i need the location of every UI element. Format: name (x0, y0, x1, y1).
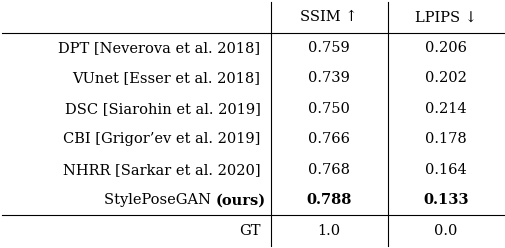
Text: 1.0: 1.0 (317, 224, 340, 238)
Text: DPT [Neverova et al. 2018]: DPT [Neverova et al. 2018] (59, 41, 260, 55)
Text: 0.202: 0.202 (424, 71, 466, 85)
Text: StylePoseGAN: StylePoseGAN (104, 193, 216, 207)
Text: 0.788: 0.788 (306, 193, 351, 207)
Text: VUnet [Esser et al. 2018]: VUnet [Esser et al. 2018] (72, 71, 260, 85)
Text: 0.750: 0.750 (308, 102, 349, 116)
Text: 0.178: 0.178 (424, 132, 466, 146)
Text: (ours): (ours) (215, 193, 265, 207)
Text: GT: GT (239, 224, 260, 238)
Text: 0.206: 0.206 (424, 41, 466, 55)
Text: LPIPS ↓: LPIPS ↓ (414, 10, 476, 24)
Text: 0.739: 0.739 (308, 71, 349, 85)
Text: 0.164: 0.164 (424, 163, 466, 177)
Text: 0.0: 0.0 (433, 224, 457, 238)
Text: 0.768: 0.768 (308, 163, 349, 177)
Text: 0.133: 0.133 (422, 193, 468, 207)
Text: CBI [Grigor’ev et al. 2019]: CBI [Grigor’ev et al. 2019] (63, 132, 260, 146)
Text: SSIM ↑: SSIM ↑ (300, 10, 357, 24)
Text: 0.766: 0.766 (308, 132, 349, 146)
Text: 0.759: 0.759 (308, 41, 349, 55)
Text: DSC [Siarohin et al. 2019]: DSC [Siarohin et al. 2019] (65, 102, 260, 116)
Text: 0.214: 0.214 (424, 102, 466, 116)
Text: NHRR [Sarkar et al. 2020]: NHRR [Sarkar et al. 2020] (63, 163, 260, 177)
